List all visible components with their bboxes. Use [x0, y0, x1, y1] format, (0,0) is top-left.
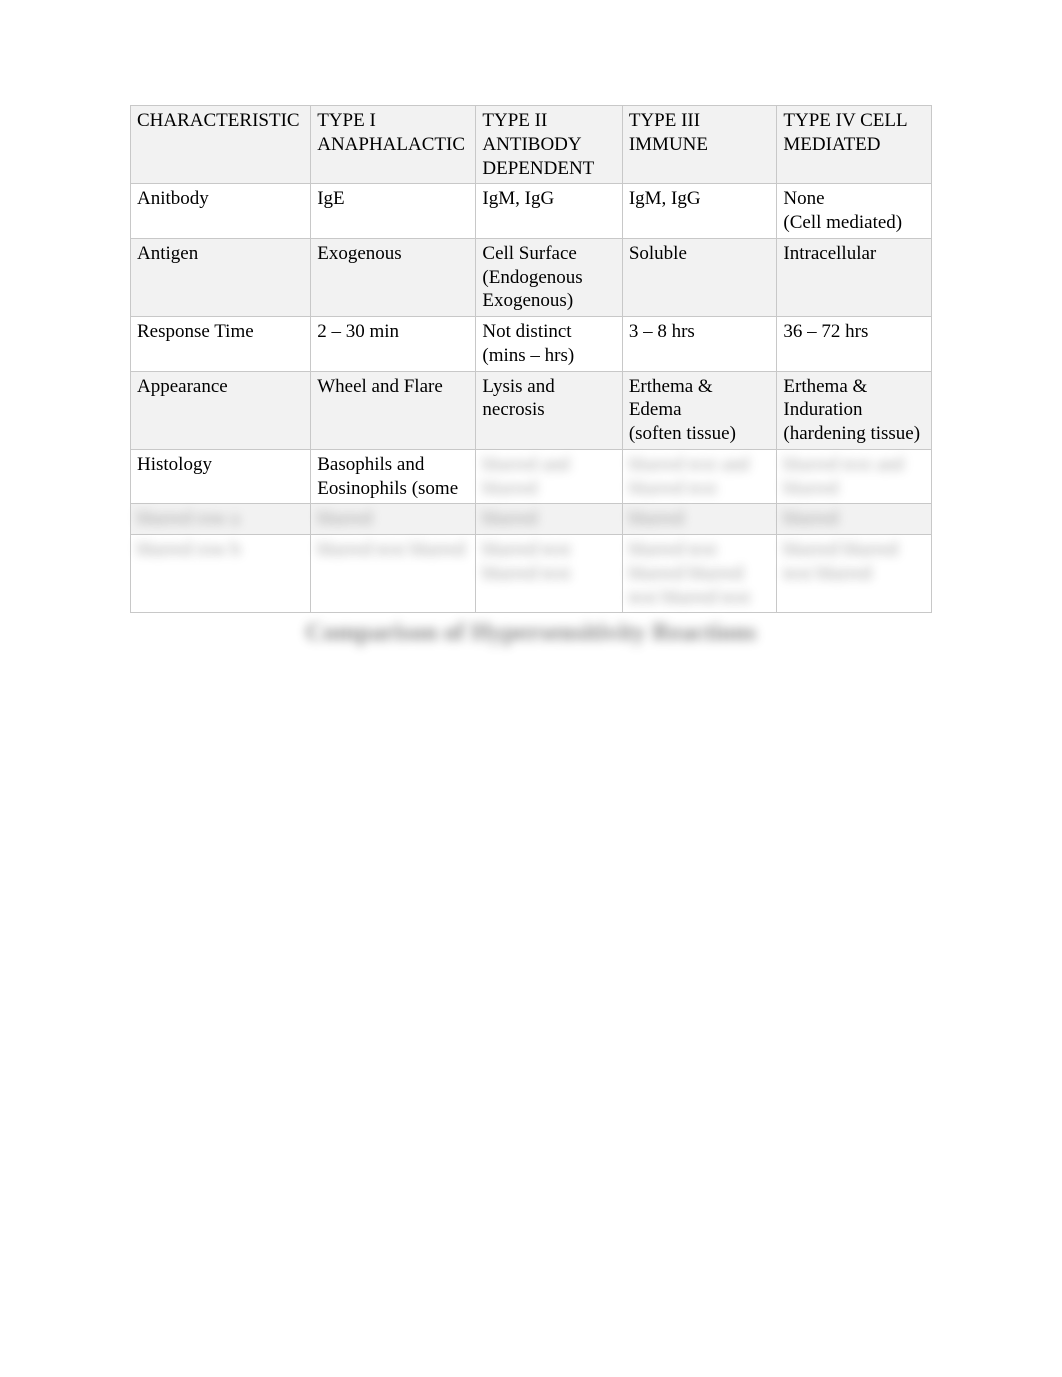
blurred-text: blurred text blurred text [482, 539, 570, 584]
cell-type1: blurred text blurred [311, 535, 476, 613]
table-row: Appearance Wheel and Flare Lysis and nec… [131, 371, 932, 449]
header-characteristic: CHARACTERISTIC [131, 106, 311, 184]
cell-type4: blurred text and blurred [777, 449, 932, 504]
cell-type1: blurred [311, 504, 476, 535]
blurred-text: blurred text blurred blurred text blurre… [629, 539, 750, 608]
cell-type3: Erthema & Edema(soften tissue) [622, 371, 777, 449]
cell-type1: IgE [311, 184, 476, 239]
blurred-text: blurred [482, 508, 537, 529]
cell-type4: Erthema & Induration (hardening tissue) [777, 371, 932, 449]
blurred-text: blurred blurred text blurred [783, 539, 897, 584]
cell-type1: Wheel and Flare [311, 371, 476, 449]
table-row: Response Time 2 – 30 min Not distinct (m… [131, 317, 932, 372]
header-type4: TYPE IV CELL MEDIATED [777, 106, 932, 184]
cell-type3: IgM, IgG [622, 184, 777, 239]
row-label: blurred row a [131, 504, 311, 535]
table-row: Anitbody IgE IgM, IgG IgM, IgG None(Cell… [131, 184, 932, 239]
blurred-text: blurred text and blurred [783, 454, 903, 499]
blurred-text: blurred row b [137, 539, 240, 560]
blurred-text: blurred row a [137, 508, 239, 529]
table-row-blurred: blurred row a blurred blurred blurred bl… [131, 504, 932, 535]
cell-type3: Soluble [622, 238, 777, 316]
cell-type2: IgM, IgG [476, 184, 622, 239]
cell-type3: 3 – 8 hrs [622, 317, 777, 372]
table-header-row: CHARACTERISTIC TYPE I ANAPHALACTIC TYPE … [131, 106, 932, 184]
cell-type1: Exogenous [311, 238, 476, 316]
row-label: blurred row b [131, 535, 311, 613]
cell-type2: blurred text blurred text [476, 535, 622, 613]
cell-type2: Not distinct (mins – hrs) [476, 317, 622, 372]
blurred-text: blurred text blurred [317, 539, 465, 560]
cell-type4: Intracellular [777, 238, 932, 316]
header-type3: TYPE III IMMUNE [622, 106, 777, 184]
cell-type4: blurred blurred text blurred [777, 535, 932, 613]
row-label: Antigen [131, 238, 311, 316]
hypersensitivity-table: CHARACTERISTIC TYPE I ANAPHALACTIC TYPE … [130, 105, 932, 613]
blurred-text: blurred [317, 508, 372, 529]
cell-type4: blurred [777, 504, 932, 535]
cell-type2: Lysis and necrosis [476, 371, 622, 449]
row-label: Appearance [131, 371, 311, 449]
table-row: Histology Basophils and Eosinophils (som… [131, 449, 932, 504]
blurred-text: blurred [783, 508, 838, 529]
table-caption: Comparison of Hypersensitivity Reactions [130, 619, 932, 647]
cell-type2: Cell Surface (Endogenous Exogenous) [476, 238, 622, 316]
blurred-text: blurred [629, 508, 684, 529]
cell-type3: blurred [622, 504, 777, 535]
cell-type4: 36 – 72 hrs [777, 317, 932, 372]
blurred-text: blurred text and blurred text [629, 454, 749, 499]
blurred-text: blurred and blurred [482, 454, 569, 499]
cell-type1: Basophils and Eosinophils (some [311, 449, 476, 504]
row-label: Response Time [131, 317, 311, 372]
hypersensitivity-table-container: CHARACTERISTIC TYPE I ANAPHALACTIC TYPE … [130, 105, 932, 647]
header-type2: TYPE II ANTIBODY DEPENDENT [476, 106, 622, 184]
cell-type2: blurred and blurred [476, 449, 622, 504]
table-row-blurred: blurred row b blurred text blurred blurr… [131, 535, 932, 613]
cell-type3: blurred text blurred blurred text blurre… [622, 535, 777, 613]
cell-type2: blurred [476, 504, 622, 535]
table-row: Antigen Exogenous Cell Surface (Endogeno… [131, 238, 932, 316]
row-label: Histology [131, 449, 311, 504]
cell-type1: 2 – 30 min [311, 317, 476, 372]
row-label: Anitbody [131, 184, 311, 239]
cell-type3: blurred text and blurred text [622, 449, 777, 504]
header-type1: TYPE I ANAPHALACTIC [311, 106, 476, 184]
cell-type4: None(Cell mediated) [777, 184, 932, 239]
